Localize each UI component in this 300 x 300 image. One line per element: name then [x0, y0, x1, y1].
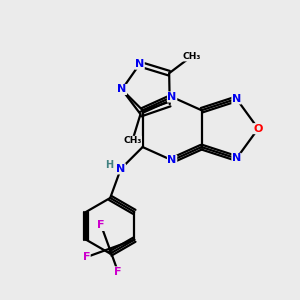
Text: N: N	[232, 153, 241, 164]
Text: F: F	[98, 220, 105, 230]
Text: F: F	[82, 252, 90, 262]
Text: N: N	[167, 155, 177, 165]
Text: CH₃: CH₃	[123, 136, 142, 145]
Text: H: H	[106, 160, 114, 170]
Text: N: N	[167, 92, 177, 102]
Text: CH₃: CH₃	[182, 52, 201, 61]
Text: F: F	[114, 267, 122, 277]
Text: N: N	[135, 59, 144, 69]
Text: N: N	[232, 94, 241, 104]
Text: N: N	[116, 164, 125, 174]
Text: O: O	[254, 124, 263, 134]
Text: N: N	[117, 85, 127, 94]
